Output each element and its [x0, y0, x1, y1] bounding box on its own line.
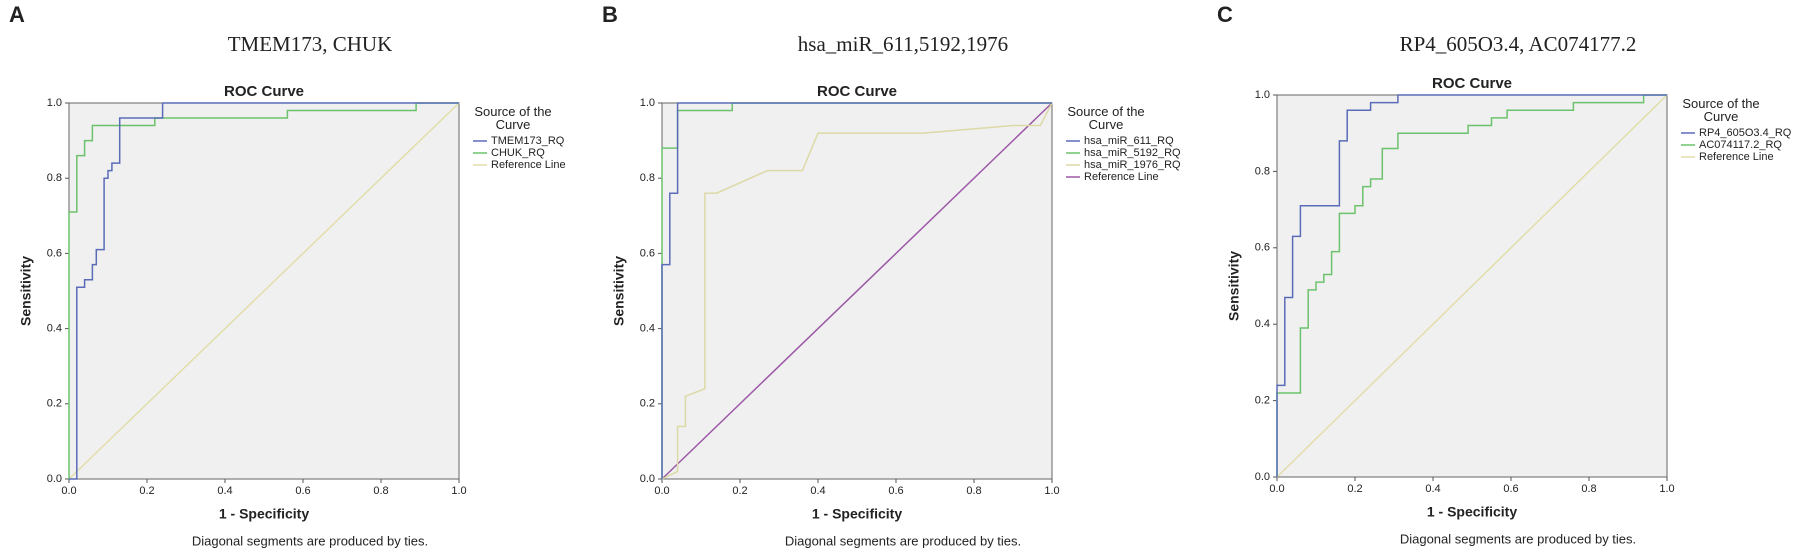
y-axis-label: Sensitivity — [18, 256, 34, 326]
x-axis-label: 1 - Specificity — [1427, 504, 1517, 520]
roc-line — [1276, 94, 1668, 478]
roc-line — [68, 102, 459, 479]
chart-title: ROC Curve — [817, 83, 897, 100]
x-tick-label: 0.4 — [810, 485, 825, 497]
legend-item: Reference Line — [1699, 151, 1774, 163]
y-axis-label: Sensitivity — [611, 256, 627, 326]
panel-label: B — [602, 2, 618, 27]
y-tick-label: 0.4 — [1255, 318, 1270, 330]
panel-label: A — [9, 2, 25, 27]
y-tick-label: 0.2 — [640, 398, 655, 410]
roc-line — [1276, 94, 1667, 477]
y-tick-label: 1.0 — [640, 97, 655, 109]
note: Diagonal segments are produced by ties. — [192, 533, 428, 548]
x-tick-label: 0.0 — [1269, 483, 1284, 495]
x-tick-label: 0.8 — [373, 485, 388, 497]
y-tick-label: 1.0 — [1255, 89, 1270, 101]
panel-title: hsa_miR_611,5192,1976 — [798, 32, 1008, 56]
x-axis-label: 1 - Specificity — [812, 506, 902, 522]
x-tick-label: 0.2 — [139, 485, 154, 497]
y-tick-label: 0.6 — [640, 247, 655, 259]
roc-line — [69, 102, 459, 480]
legend-item: CHUK_RQ — [491, 147, 545, 159]
y-tick-label: 0.2 — [1255, 395, 1270, 407]
roc-line — [661, 102, 1052, 479]
x-tick-label: 0.4 — [217, 485, 232, 497]
roc-line — [661, 102, 1053, 480]
x-tick-label: 0.0 — [654, 485, 669, 497]
x-tick-label: 1.0 — [1044, 485, 1059, 497]
legend-title: Source of the Curve — [1067, 104, 1144, 132]
y-axis-label: Sensitivity — [1226, 251, 1242, 321]
legend-item: Reference Line — [1084, 171, 1159, 183]
x-axis-label: 1 - Specificity — [219, 506, 309, 522]
y-tick-label: 0.4 — [640, 323, 655, 335]
y-tick-label: 1.0 — [47, 97, 62, 109]
x-tick-label: 0.6 — [1503, 483, 1518, 495]
y-tick-label: 0.8 — [640, 172, 655, 184]
chart-title: ROC Curve — [224, 83, 304, 100]
x-tick-label: 0.6 — [888, 485, 903, 497]
y-tick-label: 0.8 — [1255, 165, 1270, 177]
y-tick-label: 0.6 — [1255, 242, 1270, 254]
legend-item: AC074117.2_RQ — [1699, 139, 1782, 151]
legend-item: hsa_miR_5192_RQ — [1084, 147, 1181, 159]
panel-title: RP4_605O3.4, AC074177.2 — [1400, 32, 1637, 56]
panel-label: C — [1217, 2, 1233, 27]
panel: A TMEM173, CHUK ROC Curve 0.0 0.2 0.4 0.6 0.8 1.… — [9, 2, 566, 549]
legend-item: hsa_miR_1976_RQ — [1084, 159, 1181, 171]
x-tick-label: 0.4 — [1425, 483, 1440, 495]
legend-item: TMEM173_RQ — [491, 135, 565, 147]
x-tick-label: 0.8 — [966, 485, 981, 497]
legend-item: RP4_605O3.4_RQ — [1699, 127, 1792, 139]
x-tick-label: 0.8 — [1581, 483, 1596, 495]
y-tick-label: 0.0 — [1255, 471, 1270, 483]
panel-title: TMEM173, CHUK — [228, 32, 393, 56]
panel: C RP4_605O3.4, AC074177.2 ROC Curve 0.0 0.2 0… — [1217, 2, 1792, 547]
y-tick-label: 0.6 — [47, 247, 62, 259]
legend-item: Reference Line — [491, 159, 566, 171]
roc-line — [1276, 94, 1667, 477]
x-tick-label: 0.2 — [732, 485, 747, 497]
legend-title: Source of the Curve — [1682, 96, 1759, 124]
y-tick-label: 0.2 — [47, 398, 62, 410]
roc-line — [661, 102, 1053, 480]
y-tick-label: 0.0 — [640, 473, 655, 485]
note: Diagonal segments are produced by ties. — [785, 533, 1021, 548]
x-tick-label: 0.6 — [295, 485, 310, 497]
x-tick-label: 1.0 — [451, 485, 466, 497]
y-tick-label: 0.8 — [47, 172, 62, 184]
chart-title: ROC Curve — [1432, 75, 1512, 92]
legend-item: hsa_miR_611_RQ — [1084, 135, 1174, 147]
y-tick-label: 0.4 — [47, 323, 62, 335]
x-tick-label: 0.2 — [1347, 483, 1362, 495]
x-tick-label: 0.0 — [61, 485, 76, 497]
y-tick-label: 0.0 — [47, 473, 62, 485]
note: Diagonal segments are produced by ties. — [1400, 531, 1636, 546]
legend-title: Source of the Curve — [474, 104, 551, 132]
x-tick-label: 1.0 — [1659, 483, 1674, 495]
roc-line — [68, 102, 460, 480]
